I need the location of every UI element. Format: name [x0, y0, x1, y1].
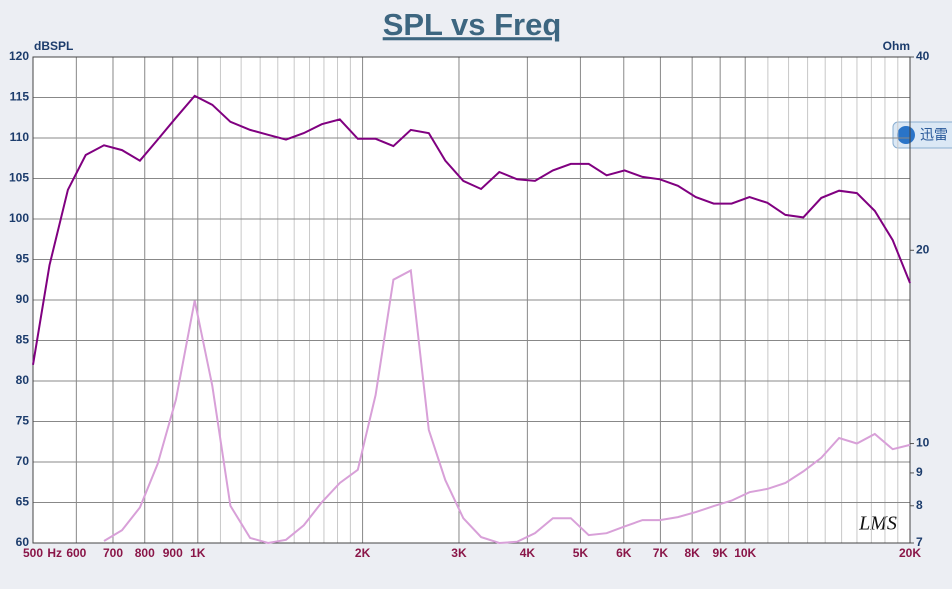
x-tick-label: 600 [66, 546, 86, 560]
x-tick-label: 3K [451, 546, 467, 560]
x-tick-label: 6K [616, 546, 632, 560]
y-tick-label: 85 [16, 333, 30, 347]
y2-tick-label: 9 [916, 465, 923, 479]
y-tick-label: 110 [10, 130, 30, 144]
x-tick-label: 700 [103, 546, 123, 560]
y-tick-label: 90 [16, 292, 30, 306]
x-tick-label: 900 [163, 546, 183, 560]
badge: 迅雷 [892, 121, 952, 149]
x-unit-label: Hz [47, 546, 62, 560]
y-tick-label: 60 [16, 535, 30, 549]
x-tick-label: 500 [23, 546, 43, 560]
chart-title: SPL vs Freq [383, 7, 562, 42]
y2-tick-label: 7 [916, 535, 923, 549]
x-tick-label: 5K [573, 546, 589, 560]
badge-icon [897, 126, 915, 144]
y-tick-label: 100 [9, 211, 29, 225]
x-tick-label: 10K [734, 546, 756, 560]
x-tick-label: 9K [712, 546, 728, 560]
y-tick-label: 115 [10, 90, 30, 104]
x-tick-label: 7K [653, 546, 669, 560]
series-line [103, 268, 911, 545]
x-tick-label: 800 [135, 546, 155, 560]
y-tick-label: 95 [16, 252, 30, 266]
y2-tick-label: 10 [916, 436, 930, 450]
watermark: LMS [858, 513, 897, 535]
y-tick-label: 105 [9, 171, 29, 185]
series-line [32, 94, 911, 365]
y2-tick-label: 8 [916, 498, 923, 512]
y2-axis-label: Ohm [883, 39, 910, 53]
y-tick-label: 80 [16, 373, 30, 387]
x-tick-label: 20K [899, 546, 921, 560]
x-tick-label: 4K [520, 546, 536, 560]
x-tick-label: 2K [355, 546, 371, 560]
y-tick-label: 75 [16, 414, 30, 428]
y-tick-label: 120 [9, 49, 29, 63]
y2-tick-label: 20 [916, 242, 930, 256]
x-tick-label: 8K [684, 546, 700, 560]
y-axis-label: dBSPL [34, 39, 73, 53]
y2-tick-label: 40 [916, 49, 930, 63]
y-tick-label: 70 [16, 454, 30, 468]
x-tick-label: 1K [190, 546, 206, 560]
plot-border [32, 56, 911, 544]
badge-text: 迅雷 [920, 127, 948, 143]
y-tick-label: 65 [16, 495, 30, 509]
